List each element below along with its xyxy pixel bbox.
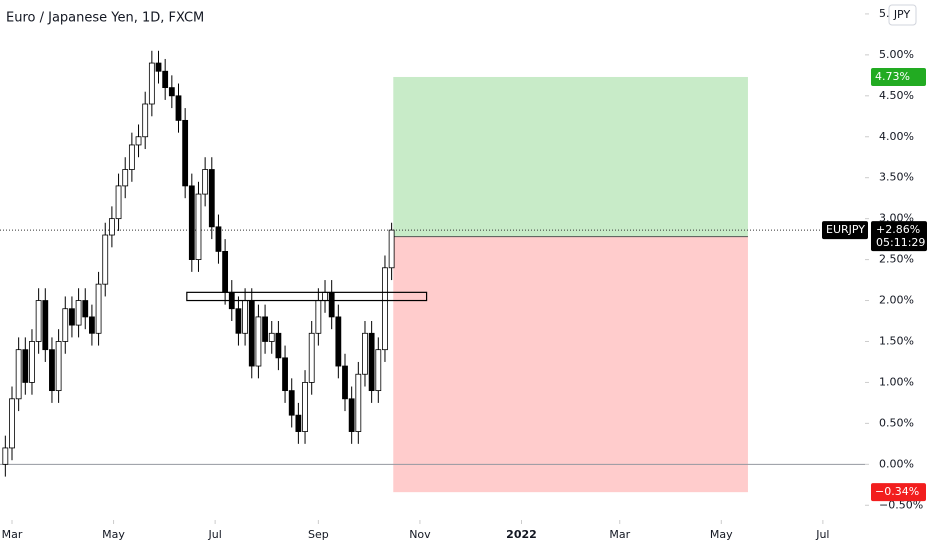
candle-body — [315, 300, 322, 334]
candle-body — [342, 365, 348, 400]
candle-body — [382, 267, 388, 351]
stop-label: −0.34% — [875, 485, 919, 498]
last-price-badge — [871, 221, 927, 252]
x-tick-label: Nov — [409, 528, 431, 541]
candle-body — [9, 398, 15, 449]
candle-body — [208, 169, 215, 228]
candle-body — [22, 349, 29, 383]
candle-body — [135, 136, 142, 146]
y-tick-label: 5.00% — [879, 48, 914, 61]
candle-body — [95, 283, 102, 334]
symbol-badge — [822, 221, 868, 240]
y-tick-label: 4.50% — [879, 89, 914, 102]
candle-body — [362, 332, 368, 375]
target-label: 4.73% — [875, 70, 910, 83]
candle-body — [75, 300, 82, 326]
y-tick-label: 4.00% — [879, 130, 914, 143]
candle-body — [128, 144, 135, 170]
candle-body — [262, 316, 268, 342]
candle-body — [348, 398, 355, 432]
candle-body — [242, 300, 248, 334]
y-tick-label: 3.50% — [879, 171, 914, 184]
x-tick-label: May — [102, 528, 125, 541]
candle-body — [182, 119, 189, 187]
candle-body — [35, 300, 42, 342]
candle-body — [122, 169, 129, 187]
currency-button-bg — [888, 4, 917, 26]
currency-button[interactable]: JPY — [893, 8, 911, 21]
y-tick-label: 0.00% — [879, 457, 914, 470]
candle-body — [102, 234, 109, 285]
candle-body — [222, 251, 229, 293]
candle-body — [89, 316, 95, 334]
last-price-label: +2.86% — [876, 223, 920, 236]
candle-body — [148, 62, 155, 105]
loss-zone — [393, 236, 748, 493]
candle-body — [168, 87, 175, 97]
x-tick-label: May — [710, 528, 733, 541]
candle-body — [142, 103, 149, 138]
candle-body — [308, 332, 315, 383]
countdown-label: 05:11:29 — [876, 236, 925, 249]
candle-body — [82, 300, 89, 318]
candle-body — [215, 226, 222, 252]
candle-body — [42, 300, 49, 351]
rectangle-drawing — [186, 291, 428, 302]
candle-body — [275, 332, 282, 359]
candle-body — [15, 349, 22, 400]
candle-body — [388, 229, 395, 269]
y-tick-label: 1.50% — [879, 334, 914, 347]
x-tick-label: Mar — [2, 528, 23, 541]
x-tick-label: Mar — [609, 528, 630, 541]
x-tick-label: Jul — [815, 528, 829, 541]
y-tick-label: 2.50% — [879, 253, 914, 266]
candle-body — [49, 349, 55, 392]
candle-body — [255, 316, 262, 367]
y-tick-label: 1.00% — [879, 375, 914, 388]
target-label-bg — [871, 67, 926, 86]
y-tick-label: −0.50% — [879, 498, 923, 511]
candle-body — [29, 341, 35, 383]
candle-body — [155, 62, 162, 72]
candle-body — [115, 185, 122, 220]
y-tick-label: 0.50% — [879, 416, 914, 429]
candle-body — [328, 291, 335, 318]
candle-body — [235, 308, 242, 334]
candle-body — [248, 300, 255, 367]
candle-body — [162, 70, 169, 89]
candle-body — [195, 193, 202, 260]
candle-body — [108, 218, 115, 236]
candle-body — [302, 382, 308, 432]
candle-body — [288, 390, 295, 416]
stop-label-bg — [871, 483, 926, 502]
profit-zone — [393, 76, 748, 237]
y-tick-label: 2.00% — [879, 294, 914, 307]
candle-body — [55, 341, 62, 392]
candle-body — [202, 169, 209, 195]
candle-body — [69, 308, 75, 326]
candle-body — [175, 95, 182, 121]
candle-body — [335, 316, 342, 367]
chart-title: Euro / Japanese Yen, 1D, FXCM — [6, 11, 204, 26]
candle-body — [282, 357, 288, 392]
x-tick-label: 2022 — [506, 528, 537, 541]
candle-body — [355, 373, 362, 432]
candle-body — [188, 185, 195, 260]
candle-body — [375, 349, 382, 392]
x-tick-label: Sep — [308, 528, 329, 541]
candle-body — [62, 308, 69, 342]
candle-body — [368, 332, 375, 392]
symbol-label: EURJPY — [826, 223, 865, 236]
candle-body — [322, 291, 328, 301]
candle-body — [295, 414, 302, 432]
x-tick-label: Jul — [207, 528, 221, 541]
candle-body — [268, 332, 275, 342]
candle-body — [2, 447, 9, 465]
